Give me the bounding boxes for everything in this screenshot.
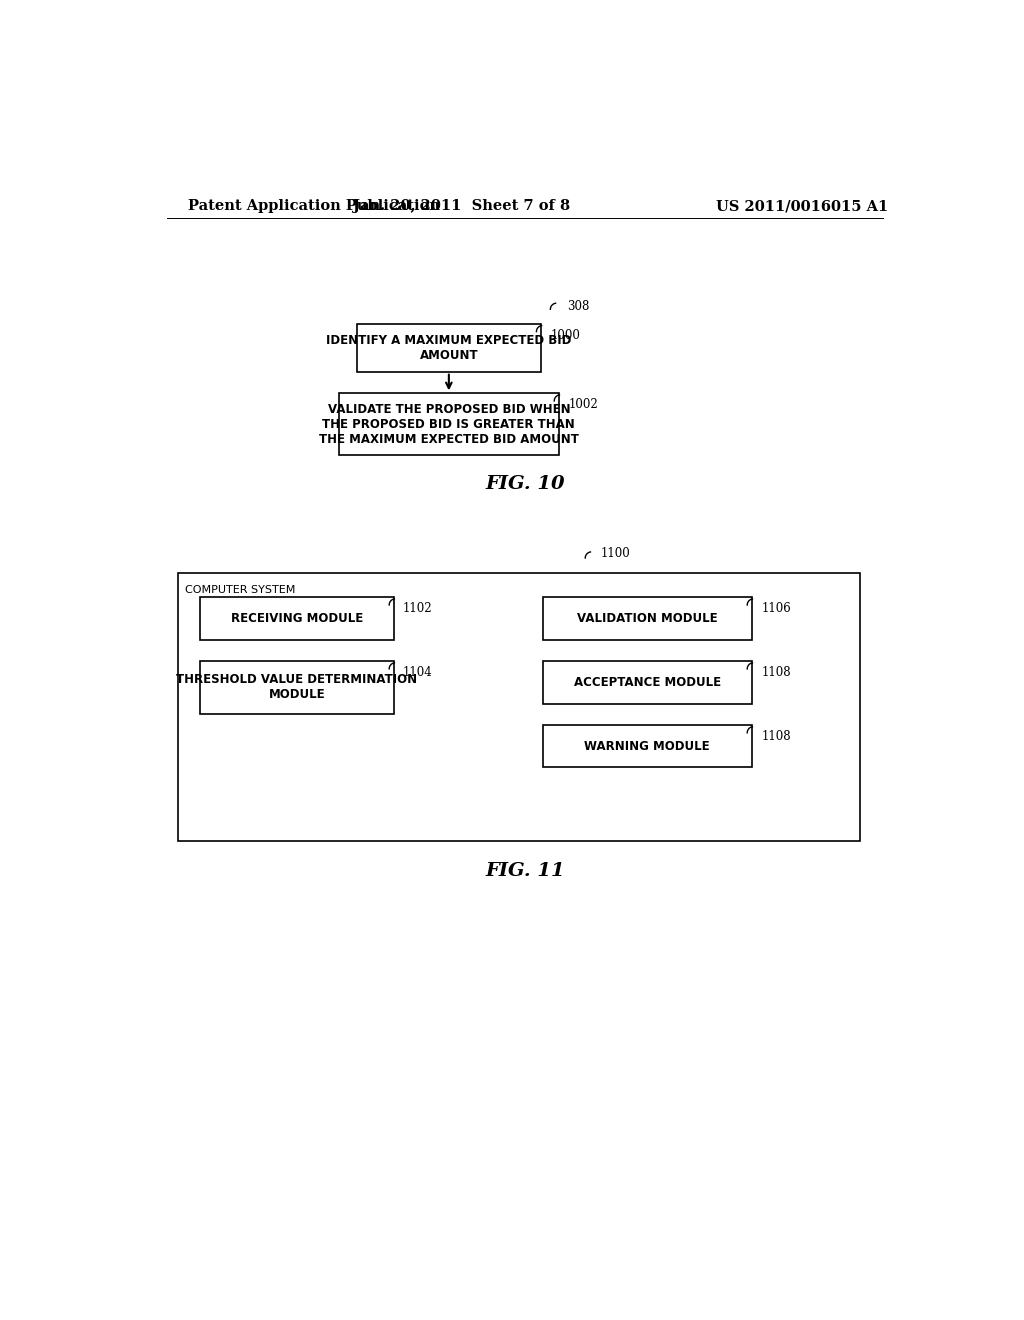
- Text: VALIDATION MODULE: VALIDATION MODULE: [577, 612, 718, 624]
- Text: 1000: 1000: [550, 329, 581, 342]
- Bar: [339, 393, 559, 455]
- Text: COMPUTER SYSTEM: COMPUTER SYSTEM: [184, 585, 295, 595]
- Text: FIG. 10: FIG. 10: [485, 475, 564, 494]
- Text: US 2011/0016015 A1: US 2011/0016015 A1: [716, 199, 889, 213]
- Text: ACCEPTANCE MODULE: ACCEPTANCE MODULE: [573, 676, 721, 689]
- Text: 1104: 1104: [403, 665, 433, 678]
- Text: 1002: 1002: [568, 397, 598, 411]
- Text: 308: 308: [567, 300, 590, 313]
- Text: 1108: 1108: [761, 665, 791, 678]
- Bar: [178, 573, 860, 841]
- Bar: [200, 661, 394, 714]
- Bar: [543, 597, 752, 640]
- Text: VALIDATE THE PROPOSED BID WHEN
THE PROPOSED BID IS GREATER THAN
THE MAXIMUM EXPE: VALIDATE THE PROPOSED BID WHEN THE PROPO…: [318, 403, 579, 446]
- Text: IDENTIFY A MAXIMUM EXPECTED BID
AMOUNT: IDENTIFY A MAXIMUM EXPECTED BID AMOUNT: [327, 334, 571, 362]
- Text: Jan. 20, 2011  Sheet 7 of 8: Jan. 20, 2011 Sheet 7 of 8: [352, 199, 569, 213]
- Text: 1102: 1102: [403, 602, 433, 615]
- Text: Patent Application Publication: Patent Application Publication: [188, 199, 440, 213]
- Text: RECEIVING MODULE: RECEIVING MODULE: [230, 612, 364, 624]
- Text: 1106: 1106: [761, 602, 791, 615]
- Bar: [356, 323, 541, 372]
- Text: WARNING MODULE: WARNING MODULE: [585, 739, 710, 752]
- Text: 1100: 1100: [601, 546, 631, 560]
- Bar: [543, 725, 752, 767]
- Bar: [200, 597, 394, 640]
- Text: THRESHOLD VALUE DETERMINATION
MODULE: THRESHOLD VALUE DETERMINATION MODULE: [176, 673, 418, 701]
- Bar: [543, 661, 752, 704]
- Text: FIG. 11: FIG. 11: [485, 862, 564, 880]
- Text: 1108: 1108: [761, 730, 791, 743]
